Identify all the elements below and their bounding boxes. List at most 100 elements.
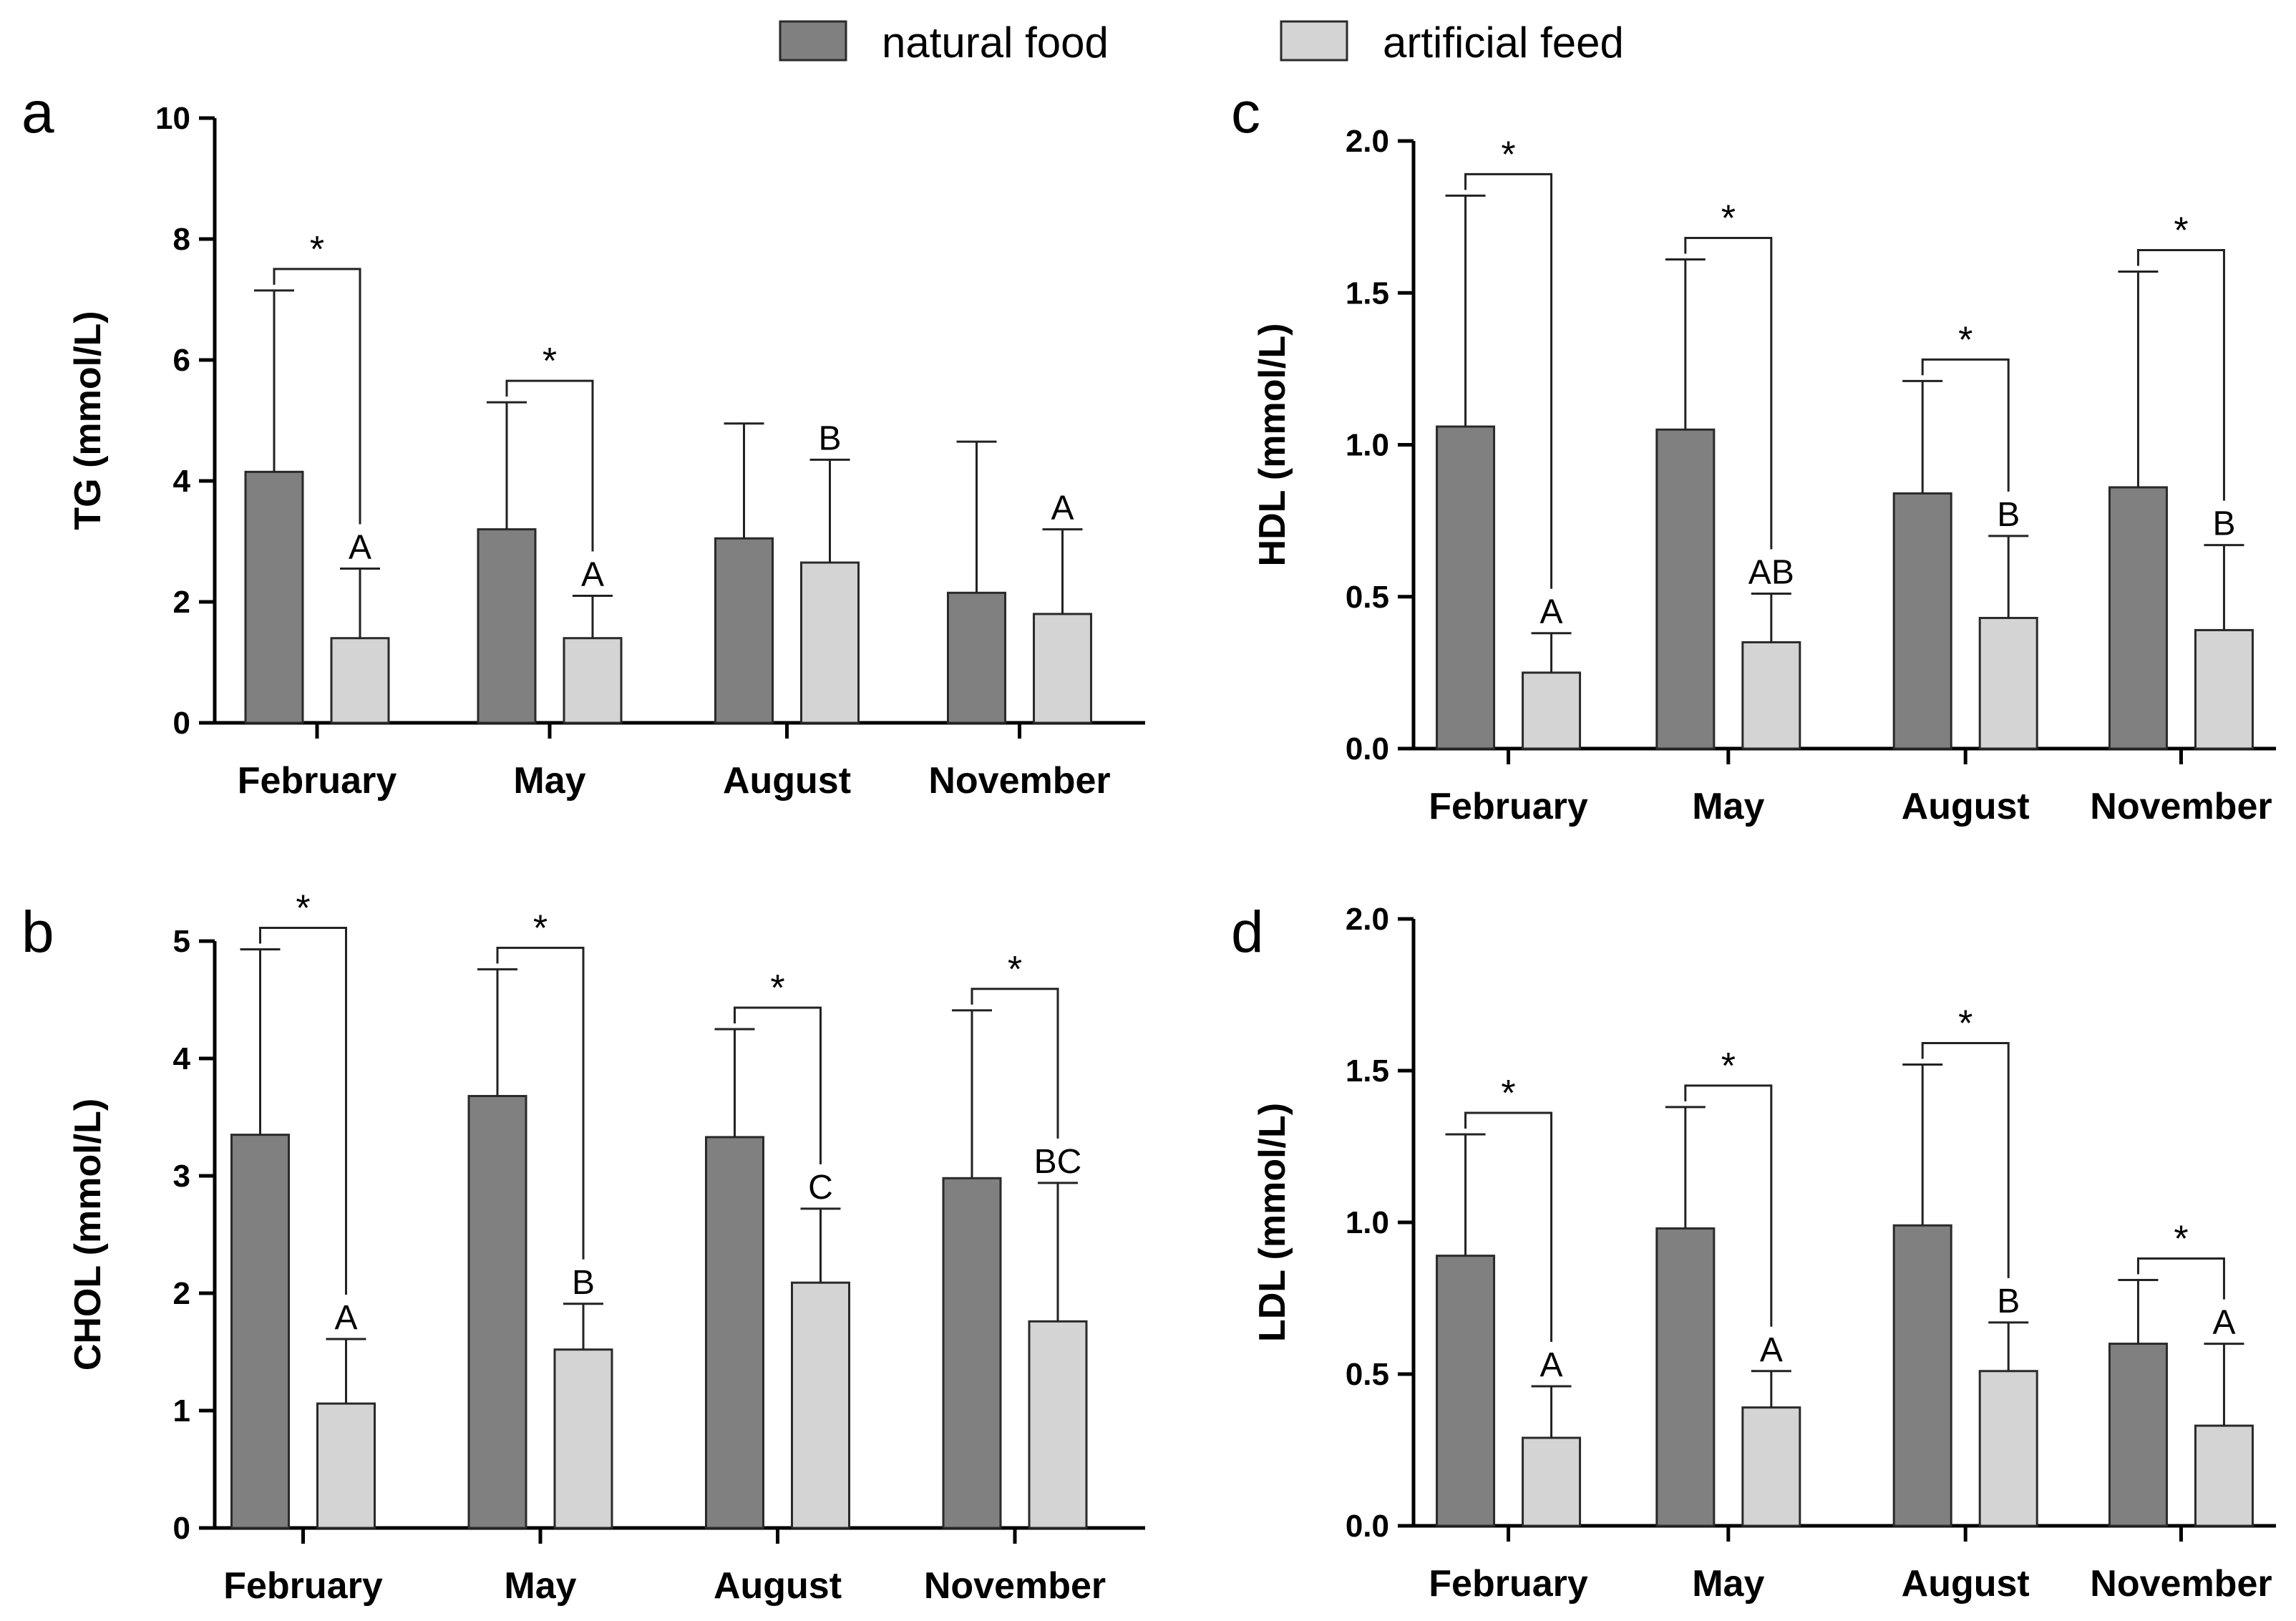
significance-star: * [1501, 1073, 1515, 1114]
significance-star: * [1721, 198, 1736, 240]
legend: natural food artificial feed [779, 19, 1624, 67]
bar-artificial-feed [800, 561, 860, 724]
bar-natural-food [467, 1094, 527, 1529]
significance-star: * [770, 968, 784, 1009]
bar-natural-food [1436, 1255, 1496, 1527]
significance-bracket [1684, 237, 1773, 550]
significance-bracket [496, 946, 585, 1260]
bar-artificial-feed [2194, 1424, 2254, 1527]
group-letter: A [349, 529, 371, 567]
group-letter: A [1760, 1331, 1783, 1369]
x-tick-label-november: November [2090, 786, 2272, 827]
x-tick-label-november: November [928, 760, 1110, 802]
group-letter: B [1997, 496, 2020, 534]
bar-natural-food [1892, 1224, 1952, 1527]
significance-bracket [1921, 358, 2010, 492]
bar-artificial-feed [1741, 641, 1801, 750]
y-axis-title: HDL (mmol/L) [1252, 323, 1293, 567]
x-tick-label-november: November [2090, 1563, 2272, 1605]
y-tick-label: 8 [173, 222, 190, 257]
bar-artificial-feed [563, 637, 623, 724]
significance-bracket [1684, 1084, 1773, 1327]
panel-letter: b [21, 900, 54, 965]
legend-swatch-natural [779, 20, 847, 62]
y-tick-label: 3 [173, 1159, 190, 1194]
y-axis-title: LDL (mmol/L) [1252, 1103, 1293, 1342]
y-tick-label: 0 [173, 1511, 190, 1546]
significance-star: * [2174, 1219, 2188, 1260]
group-letter: A [581, 556, 604, 594]
group-letter: A [2212, 1304, 2235, 1342]
significance-star: * [1501, 134, 1515, 175]
y-tick-label: 1.5 [1346, 1053, 1389, 1089]
legend-label-artificial: artificial feed [1383, 19, 1624, 67]
panel-letter: a [21, 80, 54, 145]
bar-artificial-feed [1028, 1320, 1088, 1529]
bar-artificial-feed [316, 1402, 376, 1529]
y-tick-label: 1.0 [1346, 1205, 1389, 1240]
group-letter: C [808, 1169, 833, 1207]
y-tick-label: 0.0 [1346, 731, 1389, 766]
x-tick-label-august: August [1902, 1563, 2030, 1605]
significance-star: * [1721, 1046, 1736, 1087]
bar-artificial-feed [2194, 628, 2254, 750]
bar-natural-food [477, 528, 537, 724]
x-tick-label-august: August [723, 760, 851, 802]
significance-bracket [734, 1006, 822, 1164]
x-tick-label-august: August [1902, 786, 2030, 827]
bar-natural-food [942, 1177, 1002, 1529]
group-letter: A [1051, 490, 1074, 527]
y-tick-label: 1.5 [1346, 276, 1389, 311]
x-tick-label-may: May [1692, 1563, 1764, 1605]
y-tick-label: 6 [173, 343, 190, 378]
x-tick-label-february: February [223, 1565, 383, 1607]
group-letter: BC [1034, 1143, 1082, 1181]
significance-bracket [259, 926, 347, 1295]
legend-swatch-artificial [1280, 20, 1348, 62]
y-tick-label: 0.5 [1346, 1357, 1389, 1392]
significance-star: * [1008, 949, 1022, 990]
x-tick-label-may: May [1692, 786, 1764, 827]
group-letter: AB [1748, 554, 1794, 592]
bar-artificial-feed [553, 1348, 613, 1529]
y-tick-label: 10 [155, 101, 190, 136]
group-letter: A [334, 1299, 357, 1337]
y-tick-label: 4 [173, 1041, 191, 1076]
legend-label-natural: natural food [882, 19, 1109, 67]
significance-bracket [1464, 172, 1553, 589]
bar-natural-food [1655, 1227, 1716, 1527]
panel-c: c HDL (mmol/L) 0.0 0.5 1.0 1.5 2.0 February A * Ma… [1231, 80, 2276, 827]
bar-artificial-feed [1522, 1436, 1582, 1527]
significance-bracket [1464, 1111, 1553, 1342]
y-tick-label: 2.0 [1346, 902, 1389, 937]
y-axis-title: TG (mmol/L) [67, 311, 109, 530]
y-tick-label: 2 [173, 1276, 190, 1311]
significance-star: * [1958, 1003, 1972, 1045]
significance-bracket [2136, 249, 2225, 501]
bar-natural-food [1436, 425, 1496, 750]
bar-natural-food [2108, 486, 2168, 750]
group-letter: B [818, 419, 841, 457]
y-axis-title: CHOL (mmol/L) [67, 1099, 109, 1371]
significance-bracket [505, 379, 594, 552]
bar-natural-food [714, 537, 774, 724]
significance-star: * [310, 229, 324, 271]
significance-bracket [273, 268, 361, 525]
x-tick-label-february: February [1429, 1563, 1588, 1605]
y-tick-label: 4 [173, 464, 191, 499]
x-tick-label-may: May [504, 1565, 576, 1607]
significance-star: * [533, 907, 548, 949]
panel-b: b CHOL (mmol/L) 0 1 2 3 4 5 February A * May B * Augus… [21, 887, 1145, 1607]
panel-letter: c [1231, 80, 1260, 145]
bar-natural-food [947, 591, 1006, 724]
group-letter: B [572, 1264, 595, 1302]
y-tick-label: 5 [173, 924, 190, 959]
bar-natural-food [705, 1136, 764, 1529]
group-letter: B [2212, 505, 2235, 543]
panel-a: a TG (mmol/L) 0 2 4 6 8 10 February A * May A * August… [21, 80, 1145, 802]
y-tick-label: 0.5 [1346, 580, 1389, 615]
significance-bracket [2136, 1257, 2225, 1300]
bar-artificial-feed [1741, 1406, 1801, 1527]
bar-natural-food [2108, 1343, 2168, 1527]
